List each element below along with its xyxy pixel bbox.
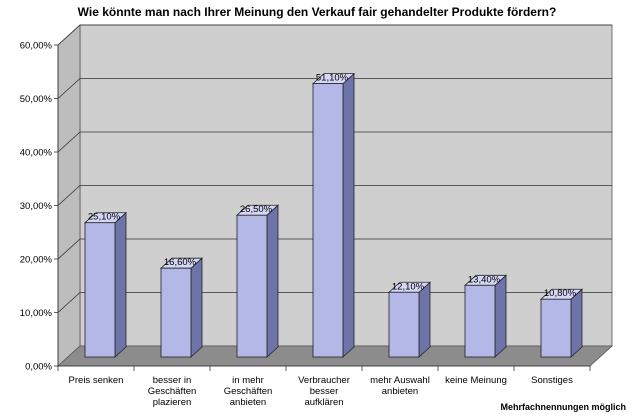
data-label: 51,10% xyxy=(316,73,349,84)
y-tick-label: 50,00% xyxy=(20,94,53,105)
y-tick-label: 20,00% xyxy=(20,255,53,266)
bar xyxy=(84,222,116,358)
bar-side xyxy=(418,281,431,358)
bar xyxy=(540,298,572,358)
gridline xyxy=(57,24,612,46)
bar-side xyxy=(266,204,279,358)
y-tick-label: 30,00% xyxy=(20,201,53,212)
bar xyxy=(236,214,268,358)
y-tick-label: 40,00% xyxy=(20,148,53,159)
data-label: 13,40% xyxy=(468,274,501,285)
y-tick-label: 10,00% xyxy=(20,308,53,319)
bar xyxy=(388,291,420,358)
x-tick-label: Verbraucher besser aufklären xyxy=(298,375,350,408)
gridline xyxy=(57,292,612,313)
bar-side xyxy=(342,72,355,358)
x-tick-label: besser in Geschäften plazieren xyxy=(148,375,197,408)
bar xyxy=(464,284,496,358)
bar-side xyxy=(114,211,127,358)
bar xyxy=(312,83,344,358)
data-label: 25,10% xyxy=(88,212,121,223)
bar xyxy=(160,267,192,358)
y-tick-label: 60,00% xyxy=(20,41,53,52)
gridline xyxy=(57,238,612,260)
data-label: 16,60% xyxy=(164,257,197,268)
x-tick-label: in mehr Geschäften anbieten xyxy=(224,375,273,408)
x-tick-label: mehr Auswahl anbieten xyxy=(370,375,430,397)
chart-title: Wie könnte man nach Ihrer Meinung den Ve… xyxy=(77,5,557,19)
bar-side xyxy=(570,288,583,358)
x-tick-label: Sonstiges xyxy=(531,375,573,386)
gridline xyxy=(57,78,612,99)
data-label: 26,50% xyxy=(240,204,273,215)
bar-side xyxy=(494,274,507,358)
data-label: 12,10% xyxy=(392,281,425,292)
x-tick-label: Preis senken xyxy=(69,375,124,386)
footnote: Mehrfachnennungen möglich xyxy=(500,402,626,412)
gridline xyxy=(57,131,612,153)
y-tick-label: 0,00% xyxy=(25,362,52,373)
data-label: 10,80% xyxy=(544,288,577,299)
x-tick-label: keine Meinung xyxy=(445,375,507,386)
gridline xyxy=(57,185,612,206)
bar-side xyxy=(190,257,203,358)
